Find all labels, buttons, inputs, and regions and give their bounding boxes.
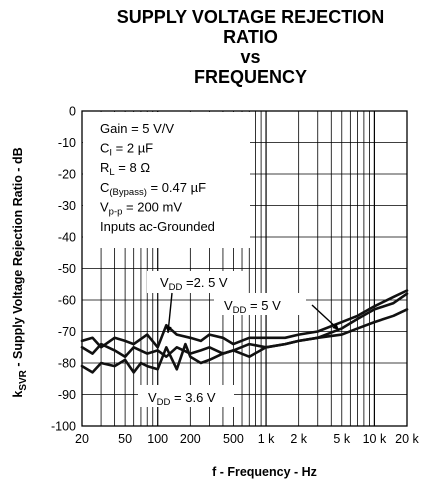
condition-line: CI = 2 µF <box>100 141 153 159</box>
x-tick-label: 5 k <box>333 432 350 446</box>
series-label-3: VDD = 3.6 V <box>138 385 234 408</box>
chart-title-line-1: SUPPLY VOLTAGE REJECTION <box>116 7 385 27</box>
y-axis-label: kSVR - Supply Voltage Rejection Ratio - … <box>11 147 29 397</box>
x-tick-label: 100 <box>147 432 168 446</box>
x-tick-label: 20 <box>75 432 89 446</box>
condition-line: C(Bypass) = 0.47 µF <box>100 180 206 198</box>
y-tick-label: -100 <box>51 420 76 434</box>
y-tick-label: -90 <box>58 388 76 402</box>
series-line-1 <box>80 289 409 349</box>
series-label-pointer <box>167 292 173 334</box>
series-line-3 <box>80 292 409 374</box>
x-axis-label: f - Frequency - Hz <box>212 465 317 479</box>
series-label-box <box>214 293 306 315</box>
x-tick-label: 50 <box>118 432 132 446</box>
x-tick-label: 200 <box>180 432 201 446</box>
series-line-2 <box>80 308 409 359</box>
x-tick-label: 2 k <box>290 432 307 446</box>
conditions-box <box>83 112 250 248</box>
y-tick-label: 0 <box>69 105 76 119</box>
chart-title-line-4: FREQUENCY <box>193 67 307 87</box>
series-label-text: VDD =2. 5 V <box>160 275 228 293</box>
series-label-2: VDD = 5 V <box>214 293 340 331</box>
series-label-box <box>138 385 234 407</box>
x-tick-label: 10 k <box>363 432 387 446</box>
series-label-arrowhead <box>165 326 172 333</box>
series-label-text: VDD = 3.6 V <box>148 390 216 408</box>
series-label-box <box>147 271 245 293</box>
y-tick-label: -10 <box>58 136 76 150</box>
chart-title-line-2: RATIO <box>223 27 278 47</box>
y-tick-label: -50 <box>58 262 76 276</box>
x-tick-label: 500 <box>223 432 244 446</box>
series-label-1: VDD =2. 5 V <box>147 271 245 334</box>
y-tick-label: -70 <box>58 325 76 339</box>
y-tick-label: -30 <box>58 199 76 213</box>
chart-title-line-3: vs <box>240 47 261 67</box>
y-tick-label: -60 <box>58 294 76 308</box>
condition-line: Vp-p = 200 mV <box>100 199 182 217</box>
x-tick-label: 20 k <box>395 432 419 446</box>
y-tick-label: -40 <box>58 231 76 245</box>
condition-line: Gain = 5 V/V <box>100 121 174 136</box>
series-label-arrowhead <box>332 323 339 330</box>
y-tick-label: -20 <box>58 168 76 182</box>
condition-line: Inputs ac-Grounded <box>100 219 215 234</box>
x-tick-label: 1 k <box>258 432 275 446</box>
condition-line: RL = 8 Ω <box>100 160 150 178</box>
series-label-text: VDD = 5 V <box>224 298 281 316</box>
plot-frame <box>81 110 408 427</box>
y-tick-label: -80 <box>58 357 76 371</box>
